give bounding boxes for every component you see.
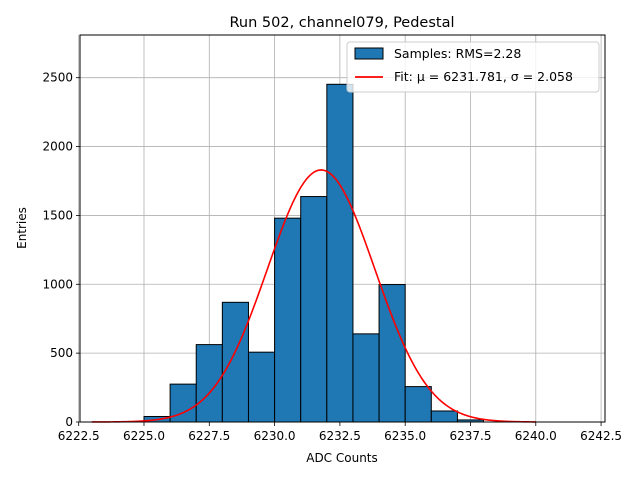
histogram-bar xyxy=(326,83,354,423)
legend-samples-patch xyxy=(354,47,384,60)
y-axis-label: Entries xyxy=(15,207,29,249)
histogram-bars xyxy=(143,83,485,423)
x-tick-label: 6227.5 xyxy=(188,429,230,443)
histogram-bar xyxy=(300,196,328,423)
y-tick-label: 0 xyxy=(65,415,73,429)
fit-curve xyxy=(91,169,536,423)
x-tick-label: 6230.0 xyxy=(254,429,296,443)
x-tick-label: 6232.5 xyxy=(319,429,361,443)
x-tick-label: 6237.5 xyxy=(449,429,491,443)
x-tick-label: 6222.5 xyxy=(58,429,100,443)
legend: Samples: RMS=2.28 Fit: μ = 6231.781, σ =… xyxy=(346,41,600,93)
x-axis-ticks: 6222.5 6225.0 6227.5 6230.0 6232.5 6235.0 6237… xyxy=(58,422,622,443)
plot-frame xyxy=(79,34,606,423)
x-tick-label: 6240.0 xyxy=(515,429,557,443)
y-tick-label: 500 xyxy=(50,346,73,360)
y-tick-label: 2000 xyxy=(42,140,73,154)
histogram-bar xyxy=(352,333,380,423)
x-tick-label: 6225.0 xyxy=(123,429,165,443)
legend-samples-label: Samples: RMS=2.28 xyxy=(394,46,521,61)
x-axis-label: ADC Counts xyxy=(306,451,378,465)
legend-box xyxy=(346,41,600,93)
y-tick-label: 1000 xyxy=(42,277,73,291)
y-tick-label: 1500 xyxy=(42,208,73,222)
histogram-bar xyxy=(274,217,302,423)
x-tick-label: 6235.0 xyxy=(384,429,426,443)
histogram-bar xyxy=(378,284,406,423)
histogram-bar xyxy=(221,301,249,423)
histogram-bar xyxy=(404,386,432,423)
x-tick-label: 6242.5 xyxy=(580,429,622,443)
histogram-bar xyxy=(247,351,276,423)
histogram-bar xyxy=(430,410,458,423)
y-axis-ticks: 0 500 1000 1500 2000 2500 xyxy=(42,71,80,429)
y-tick-label: 2500 xyxy=(42,71,73,85)
histogram-bar xyxy=(195,344,223,423)
chart-title: Run 502, channel079, Pedestal xyxy=(229,15,454,31)
legend-fit-label: Fit: μ = 6231.781, σ = 2.058 xyxy=(394,69,573,84)
